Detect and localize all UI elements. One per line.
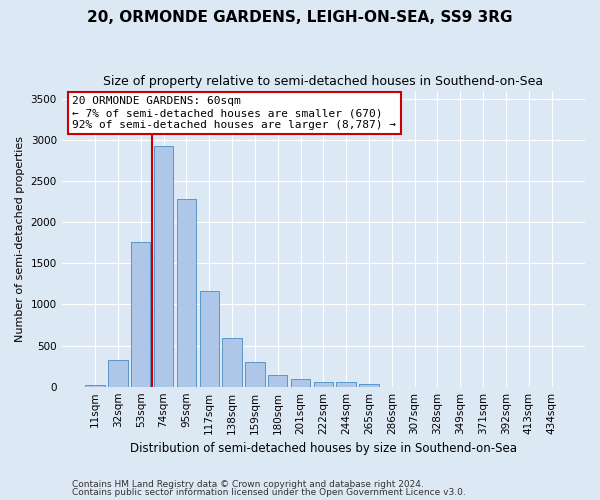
Bar [154,146,173,386]
Bar [108,360,128,386]
Bar [245,362,265,386]
Bar [85,385,105,386]
Text: 20 ORMONDE GARDENS: 60sqm
← 7% of semi-detached houses are smaller (670)
92% of : 20 ORMONDE GARDENS: 60sqm ← 7% of semi-d… [72,96,396,130]
Text: Contains HM Land Registry data © Crown copyright and database right 2024.: Contains HM Land Registry data © Crown c… [72,480,424,489]
Bar [200,292,219,386]
Text: Contains public sector information licensed under the Open Government Licence v3: Contains public sector information licen… [72,488,466,497]
Bar [223,338,242,386]
Bar [314,382,333,386]
Y-axis label: Number of semi-detached properties: Number of semi-detached properties [15,136,25,342]
X-axis label: Distribution of semi-detached houses by size in Southend-on-Sea: Distribution of semi-detached houses by … [130,442,517,455]
Bar [131,242,151,386]
Bar [291,380,310,386]
Bar [359,384,379,386]
Bar [337,382,356,386]
Bar [177,199,196,386]
Text: 20, ORMONDE GARDENS, LEIGH-ON-SEA, SS9 3RG: 20, ORMONDE GARDENS, LEIGH-ON-SEA, SS9 3… [87,10,513,25]
Bar [268,375,287,386]
Title: Size of property relative to semi-detached houses in Southend-on-Sea: Size of property relative to semi-detach… [103,75,544,88]
